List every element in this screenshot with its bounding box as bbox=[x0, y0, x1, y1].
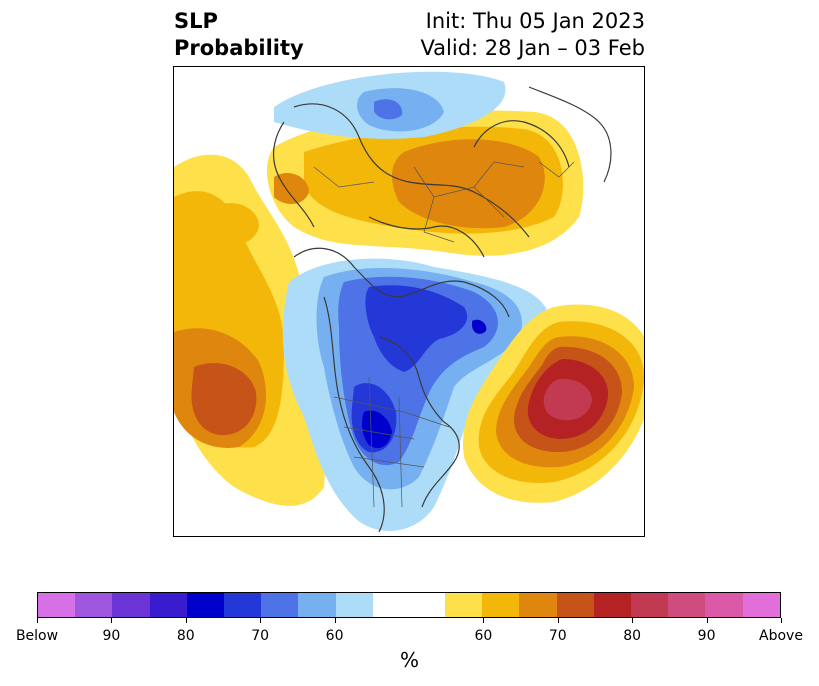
colorbar-above-segment bbox=[445, 593, 483, 617]
probability-map bbox=[174, 67, 644, 536]
colorbar-tick-label: 70 bbox=[251, 628, 270, 644]
colorbar-above-segment bbox=[705, 593, 743, 617]
colorbar-tick-label: 80 bbox=[623, 628, 642, 644]
anomaly-atlantic-above bbox=[463, 304, 644, 503]
colorbar-above-segment bbox=[519, 593, 557, 617]
colorbar-tick bbox=[260, 618, 262, 623]
init-date: Init: Thu 05 Jan 2023 bbox=[425, 9, 645, 33]
colorbar-tick-label: 60 bbox=[325, 628, 344, 644]
colorbar-below-segment bbox=[223, 593, 262, 617]
colorbar-above-segment bbox=[593, 593, 632, 617]
map-panel bbox=[173, 66, 645, 537]
coastlines bbox=[272, 86, 612, 533]
colorbar-ticks: Below 90 80 70 60 60 70 80 90 Above bbox=[0, 618, 819, 648]
colorbar-below-segment bbox=[149, 593, 187, 617]
colorbar-above-segment bbox=[631, 593, 669, 617]
colorbar-above-segment bbox=[556, 593, 594, 617]
colorbar-below-segment bbox=[335, 593, 373, 617]
colorbar-tick bbox=[37, 618, 38, 623]
colorbar-above-segment bbox=[742, 593, 780, 617]
title-product: Probability bbox=[174, 36, 304, 60]
colorbar-above-segment bbox=[668, 593, 706, 617]
colorbar-below-segment bbox=[186, 593, 224, 617]
colorbar-below-segment bbox=[298, 593, 336, 617]
colorbar-unit-label: % bbox=[399, 648, 419, 672]
forecast-dates: Init: Thu 05 Jan 2023 Valid: 28 Jan – 03… bbox=[420, 8, 645, 62]
title-variable: SLP bbox=[174, 9, 218, 33]
colorbar-below-segment bbox=[38, 593, 76, 617]
colorbar-tick-label: 90 bbox=[697, 628, 716, 644]
colorbar-tick bbox=[706, 618, 708, 623]
colorbar-tick-label: 80 bbox=[176, 628, 195, 644]
colorbar-tick bbox=[632, 618, 634, 623]
colorbar-tick bbox=[781, 618, 782, 623]
probability-colorbar bbox=[37, 592, 781, 618]
colorbar-below-segment bbox=[261, 593, 299, 617]
colorbar-tick-label: 90 bbox=[102, 628, 121, 644]
country-borders bbox=[313, 161, 575, 508]
colorbar-below-segment bbox=[112, 593, 150, 617]
colorbar-neutral-segment bbox=[372, 593, 446, 617]
colorbar-tick bbox=[483, 618, 485, 623]
anomaly-pacific-above bbox=[174, 154, 325, 506]
colorbar-tick bbox=[111, 618, 113, 623]
colorbar-tick-label: Below bbox=[15, 628, 59, 644]
colorbar-tick bbox=[185, 618, 187, 623]
valid-date: Valid: 28 Jan – 03 Feb bbox=[420, 36, 645, 60]
colorbar-tick-label: 70 bbox=[548, 628, 567, 644]
colorbar-tick-label: Above bbox=[759, 628, 803, 644]
colorbar-above-segment bbox=[482, 593, 520, 617]
colorbar-tick bbox=[557, 618, 559, 623]
colorbar-tick bbox=[334, 618, 336, 623]
colorbar-below-segment bbox=[75, 593, 113, 617]
anomaly-barents-below bbox=[274, 71, 506, 139]
colorbar-tick-label: 60 bbox=[474, 628, 493, 644]
map-title: SLP Probability bbox=[174, 8, 304, 62]
